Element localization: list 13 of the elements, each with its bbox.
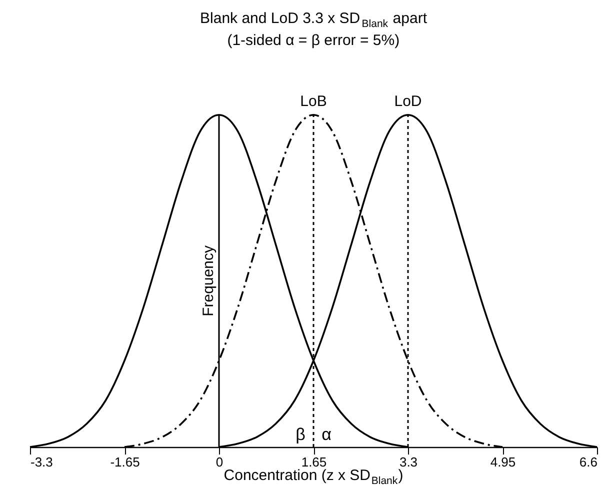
x-tick-label: 6.6	[579, 454, 598, 470]
x-tick-label: -1.65	[110, 454, 140, 470]
x-tick-label: 1.65	[301, 454, 327, 470]
x-tick-label: 3.3	[399, 454, 418, 470]
y-axis-title: Frequency	[200, 244, 217, 316]
annotation: β	[296, 425, 306, 444]
chart-subtitle: (1-sided α = β error = 5%)	[227, 32, 400, 49]
x-tick-label: 4.95	[490, 454, 516, 470]
ref-line-label: LoB	[300, 92, 327, 110]
x-tick-label: -3.3	[30, 454, 53, 470]
x-tick-label: 0	[216, 454, 224, 470]
ref-line-label: LoD	[394, 92, 422, 110]
annotation: α	[322, 425, 332, 444]
